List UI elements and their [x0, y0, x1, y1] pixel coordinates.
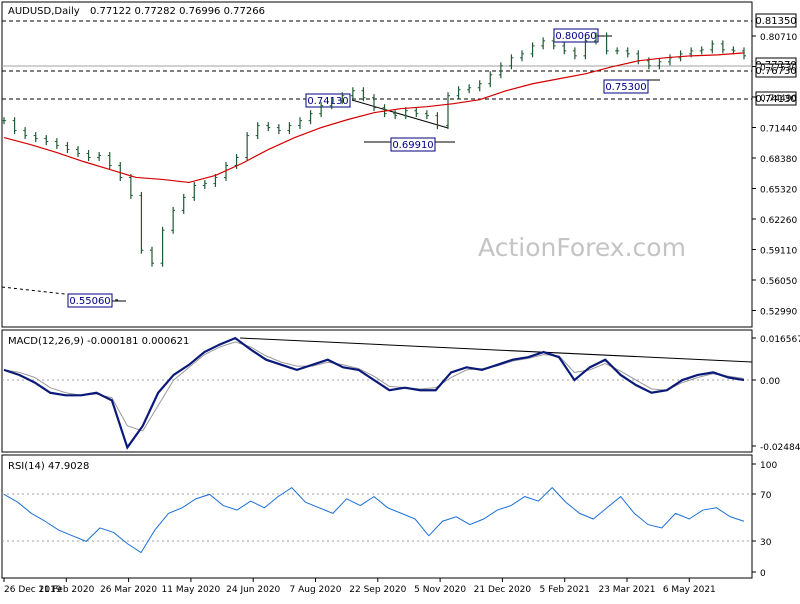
x-tick-label: 22 Sep 2020 — [349, 585, 406, 595]
macd-lines-layer — [3, 336, 745, 450]
x-tick-label: 24 Jun 2020 — [226, 585, 280, 595]
annotation-075300: 0.75300 — [603, 79, 660, 94]
annotation-074130: 0.74130 — [305, 93, 351, 108]
chart-ohlc-readout: 0.77122 0.77282 0.76996 0.77266 — [90, 6, 265, 17]
x-tick-label: 7 Aug 2020 — [290, 585, 342, 595]
rsi-y-tick: 100 — [760, 461, 777, 471]
price-y-tick: 0.77530 — [760, 64, 797, 74]
x-tick-label: 11 May 2020 — [162, 585, 221, 595]
level-tag-076730: 0.76730 — [755, 63, 797, 78]
annotation-075300-label: 0.75300 — [605, 82, 646, 93]
macd-trendline — [239, 337, 753, 363]
price-y-tick: 0.52990 — [760, 308, 797, 318]
x-tick-label: 21 Dec 2020 — [474, 585, 532, 595]
price-y-tick: 0.71440 — [760, 125, 797, 135]
price-y-tick: 0.59110 — [760, 247, 797, 257]
price-y-tick: 0.65320 — [760, 186, 797, 196]
x-tick-label: 5 Nov 2020 — [414, 585, 466, 595]
macd-panel-frame — [1, 329, 753, 453]
annotation-069910: 0.69910 — [390, 137, 436, 152]
price-y-tick: 0.80710 — [760, 33, 797, 43]
price-y-tick: 0.62260 — [760, 216, 797, 226]
annotation-080060-label: 0.80060 — [555, 31, 596, 42]
price-y-tick: 0.56050 — [760, 277, 797, 287]
rsi-y-tick: 30 — [760, 538, 772, 548]
price-y-tick: 0.74490 — [760, 94, 797, 104]
x-tick-label: 26 Dec 2019 — [4, 585, 62, 595]
annotation-055060: 0.55060 — [67, 293, 126, 308]
rsi-panel-frame — [1, 454, 753, 579]
y-ticks-layer: 0.80710 0.77530 0.74490 0.71440 0.68380 0.653… — [752, 33, 800, 579]
level-tag-074130: 0.74130 — [755, 91, 797, 106]
level-tag-074130-text: 0.74130 — [755, 94, 796, 105]
macd-title: MACD(12,26,9) -0.000181 0.000621 — [8, 336, 189, 347]
rsi-y-tick: 0 — [760, 569, 766, 579]
x-tick-label: 11 Feb 2020 — [38, 585, 94, 595]
x-tick-label: 5 Feb 2021 — [540, 585, 590, 595]
macd-main-line — [3, 336, 745, 450]
annotation-055060-label: 0.55060 — [69, 296, 110, 307]
macd-y-tick: 0.00 — [760, 377, 780, 387]
level-tag-081350: 0.81350 — [755, 13, 797, 28]
annotation-069910-label: 0.69910 — [392, 140, 433, 151]
macd-signal-line — [3, 341, 745, 432]
x-tick-label: 23 Mar 2021 — [598, 585, 655, 595]
level-tag-081350-text: 0.81350 — [755, 16, 796, 27]
price-ma-line — [3, 52, 745, 184]
price-panel-frame — [1, 1, 753, 328]
price-y-tick: 0.68380 — [760, 155, 797, 165]
price-candles-layer — [2, 32, 746, 267]
rsi-title: RSI(14) 47.9028 — [8, 461, 89, 472]
watermark-text: ActionForex.com — [478, 233, 686, 262]
price-ma-layer — [3, 52, 745, 184]
macd-y-tick: 0.016567 — [760, 335, 800, 345]
x-tick-label: 6 May 2021 — [663, 585, 716, 595]
rsi-lines-layer — [3, 486, 745, 554]
macd-y-tick: -0.02484 — [760, 443, 800, 453]
rsi-line — [3, 486, 745, 554]
triangle-upper-trendline — [351, 99, 449, 129]
rsi-y-tick: 70 — [760, 491, 772, 501]
chart-symbol-title: AUDUSD,Daily — [8, 6, 80, 17]
annotation-074130-label: 0.74130 — [307, 96, 348, 107]
level-tag-076730-text: 0.76730 — [755, 66, 796, 77]
x-tick-label: 26 Mar 2020 — [100, 585, 157, 595]
